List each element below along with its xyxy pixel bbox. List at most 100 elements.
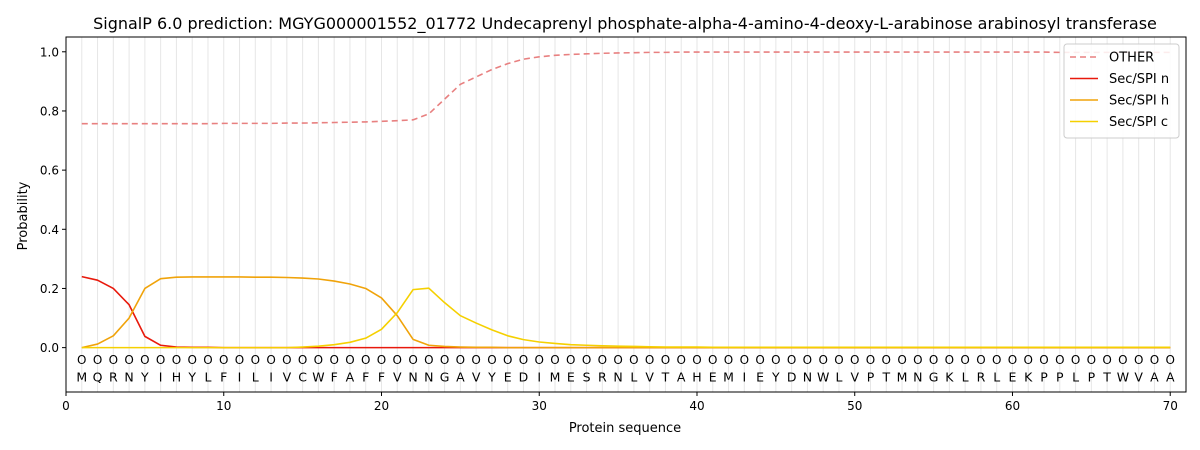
- residue-marker: O: [645, 353, 654, 367]
- residue-label: N: [613, 370, 622, 385]
- residue-marker: O: [566, 353, 575, 367]
- axes-frame: [65, 36, 1187, 393]
- residue-label: M: [897, 370, 908, 385]
- residue-label: Y: [187, 370, 196, 385]
- residue-label: E: [567, 370, 575, 385]
- residue-marker: O: [882, 353, 891, 367]
- residue-label: D: [787, 370, 797, 385]
- residue-marker: O: [424, 353, 433, 367]
- residue-marker: O: [661, 353, 670, 367]
- residue-marker: O: [251, 353, 260, 367]
- x-tick-label: 30: [532, 399, 547, 413]
- y-tick-label: 0.8: [40, 104, 59, 118]
- residue-label: I: [742, 370, 746, 385]
- residue-label: R: [598, 370, 607, 385]
- residue-label: L: [962, 370, 969, 385]
- residue-label: F: [378, 370, 385, 385]
- residue-marker: O: [771, 353, 780, 367]
- residue-label: A: [1166, 370, 1175, 385]
- residue-label: H: [172, 370, 181, 385]
- x-tick-label: 0: [62, 399, 70, 413]
- residue-marker: O: [613, 353, 622, 367]
- residue-marker: O: [519, 353, 528, 367]
- residue-label: Y: [771, 370, 780, 385]
- residue-marker: O: [377, 353, 386, 367]
- residue-label: S: [583, 370, 591, 385]
- residue-marker: O: [676, 353, 685, 367]
- residue-marker: O: [866, 353, 875, 367]
- residue-marker: O: [740, 353, 749, 367]
- residue-marker: O: [976, 353, 985, 367]
- residue-marker: O: [1071, 353, 1080, 367]
- residue-marker: O: [582, 353, 591, 367]
- residue-label: V: [645, 370, 654, 385]
- residue-label: K: [1024, 370, 1033, 385]
- x-axis-label: Protein sequence: [569, 421, 681, 436]
- residue-marker: O: [945, 353, 954, 367]
- residue-marker: O: [1039, 353, 1048, 367]
- residue-label: L: [204, 370, 211, 385]
- y-axis-label: Probability: [16, 181, 31, 250]
- residue-label: R: [977, 370, 986, 385]
- x-tick-label: 50: [847, 399, 862, 413]
- y-tick-label: 0.4: [40, 223, 59, 237]
- residue-marker: O: [1087, 353, 1096, 367]
- plot-area: [66, 37, 1186, 392]
- y-tick-label: 0.0: [40, 341, 59, 355]
- residue-label: V: [850, 370, 859, 385]
- residue-label: K: [945, 370, 954, 385]
- residue-marker: O: [219, 353, 228, 367]
- y-tick-label: 0.6: [40, 164, 59, 178]
- residue-marker: O: [1024, 353, 1033, 367]
- residue-label: E: [1009, 370, 1017, 385]
- residue-label: M: [723, 370, 734, 385]
- residue-label: N: [913, 370, 922, 385]
- residue-label: T: [1102, 370, 1111, 385]
- residue-label: N: [124, 370, 133, 385]
- legend-box: [1063, 43, 1180, 139]
- residue-marker: O: [187, 353, 196, 367]
- residue-marker: O: [1055, 353, 1064, 367]
- residue-label: V: [1134, 370, 1143, 385]
- residue-marker: O: [724, 353, 733, 367]
- residue-marker: O: [1150, 353, 1159, 367]
- x-tick-label: 60: [1005, 399, 1020, 413]
- residue-marker: O: [440, 353, 449, 367]
- residue-marker: O: [77, 353, 86, 367]
- residue-label: G: [929, 370, 939, 385]
- residue-marker: O: [535, 353, 544, 367]
- residue-label: V: [283, 370, 292, 385]
- x-tick-label: 40: [689, 399, 704, 413]
- residue-label: D: [519, 370, 529, 385]
- legend: OTHER Sec/SPI n Sec/SPI h Sec/SPI c: [1063, 43, 1180, 139]
- residue-label: N: [424, 370, 433, 385]
- residue-marker: O: [329, 353, 338, 367]
- residue-marker: O: [109, 353, 118, 367]
- residue-label: L: [993, 370, 1000, 385]
- residue-label: I: [269, 370, 273, 385]
- residue-marker: O: [345, 353, 354, 367]
- residue-marker: O: [361, 353, 370, 367]
- residue-marker: O: [1008, 353, 1017, 367]
- residue-label: H: [692, 370, 701, 385]
- residue-label: T: [661, 370, 670, 385]
- residue-marker: O: [1134, 353, 1143, 367]
- residue-marker: O: [692, 353, 701, 367]
- residue-label: N: [408, 370, 417, 385]
- residue-label: Y: [140, 370, 149, 385]
- residue-marker: O: [456, 353, 465, 367]
- legend-label: Sec/SPI h: [1109, 94, 1169, 109]
- residue-label: W: [1117, 370, 1129, 385]
- residue-label: P: [1088, 370, 1096, 385]
- residue-label: L: [1072, 370, 1079, 385]
- residue-marker: O: [960, 353, 969, 367]
- series-line-other: [81, 51, 1171, 125]
- residue-marker: O: [708, 353, 717, 367]
- residue-marker: O: [471, 353, 480, 367]
- residue-marker: O: [282, 353, 291, 367]
- residue-label: C: [298, 370, 307, 385]
- residue-marker: O: [834, 353, 843, 367]
- residue-marker: O: [897, 353, 906, 367]
- residue-marker: O: [1118, 353, 1127, 367]
